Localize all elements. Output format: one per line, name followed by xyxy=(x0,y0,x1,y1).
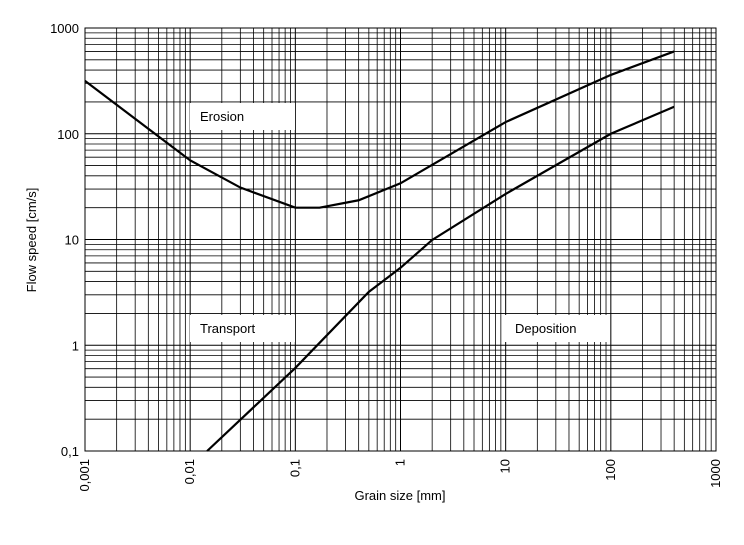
annotation: Erosion xyxy=(200,109,244,124)
annotation-box xyxy=(505,315,610,342)
annotation-box xyxy=(190,103,295,130)
annotation: Deposition xyxy=(515,321,576,336)
x-axis-label: Grain size [mm] xyxy=(354,488,445,503)
x-tick-label: 0,1 xyxy=(287,459,302,477)
x-tick-label: 1 xyxy=(393,459,408,466)
x-tick-label: 1000 xyxy=(708,459,723,488)
x-tick-label: 10 xyxy=(498,459,513,473)
y-tick-label: 100 xyxy=(57,127,79,142)
annotation-box xyxy=(190,315,295,342)
y-tick-label: 0,1 xyxy=(61,444,79,459)
x-tick-label: 0,001 xyxy=(77,459,92,492)
y-tick-label: 1 xyxy=(72,338,79,353)
annotation: Transport xyxy=(200,321,256,336)
curve xyxy=(84,50,675,209)
x-tick-label: 100 xyxy=(603,459,618,481)
plot-frame xyxy=(84,27,717,452)
y-tick-label: 10 xyxy=(65,233,79,248)
y-axis-label: Flow speed [cm/s] xyxy=(24,188,39,293)
y-tick-label: 1000 xyxy=(50,21,79,36)
curve xyxy=(206,105,675,452)
x-tick-label: 0,01 xyxy=(182,459,197,484)
